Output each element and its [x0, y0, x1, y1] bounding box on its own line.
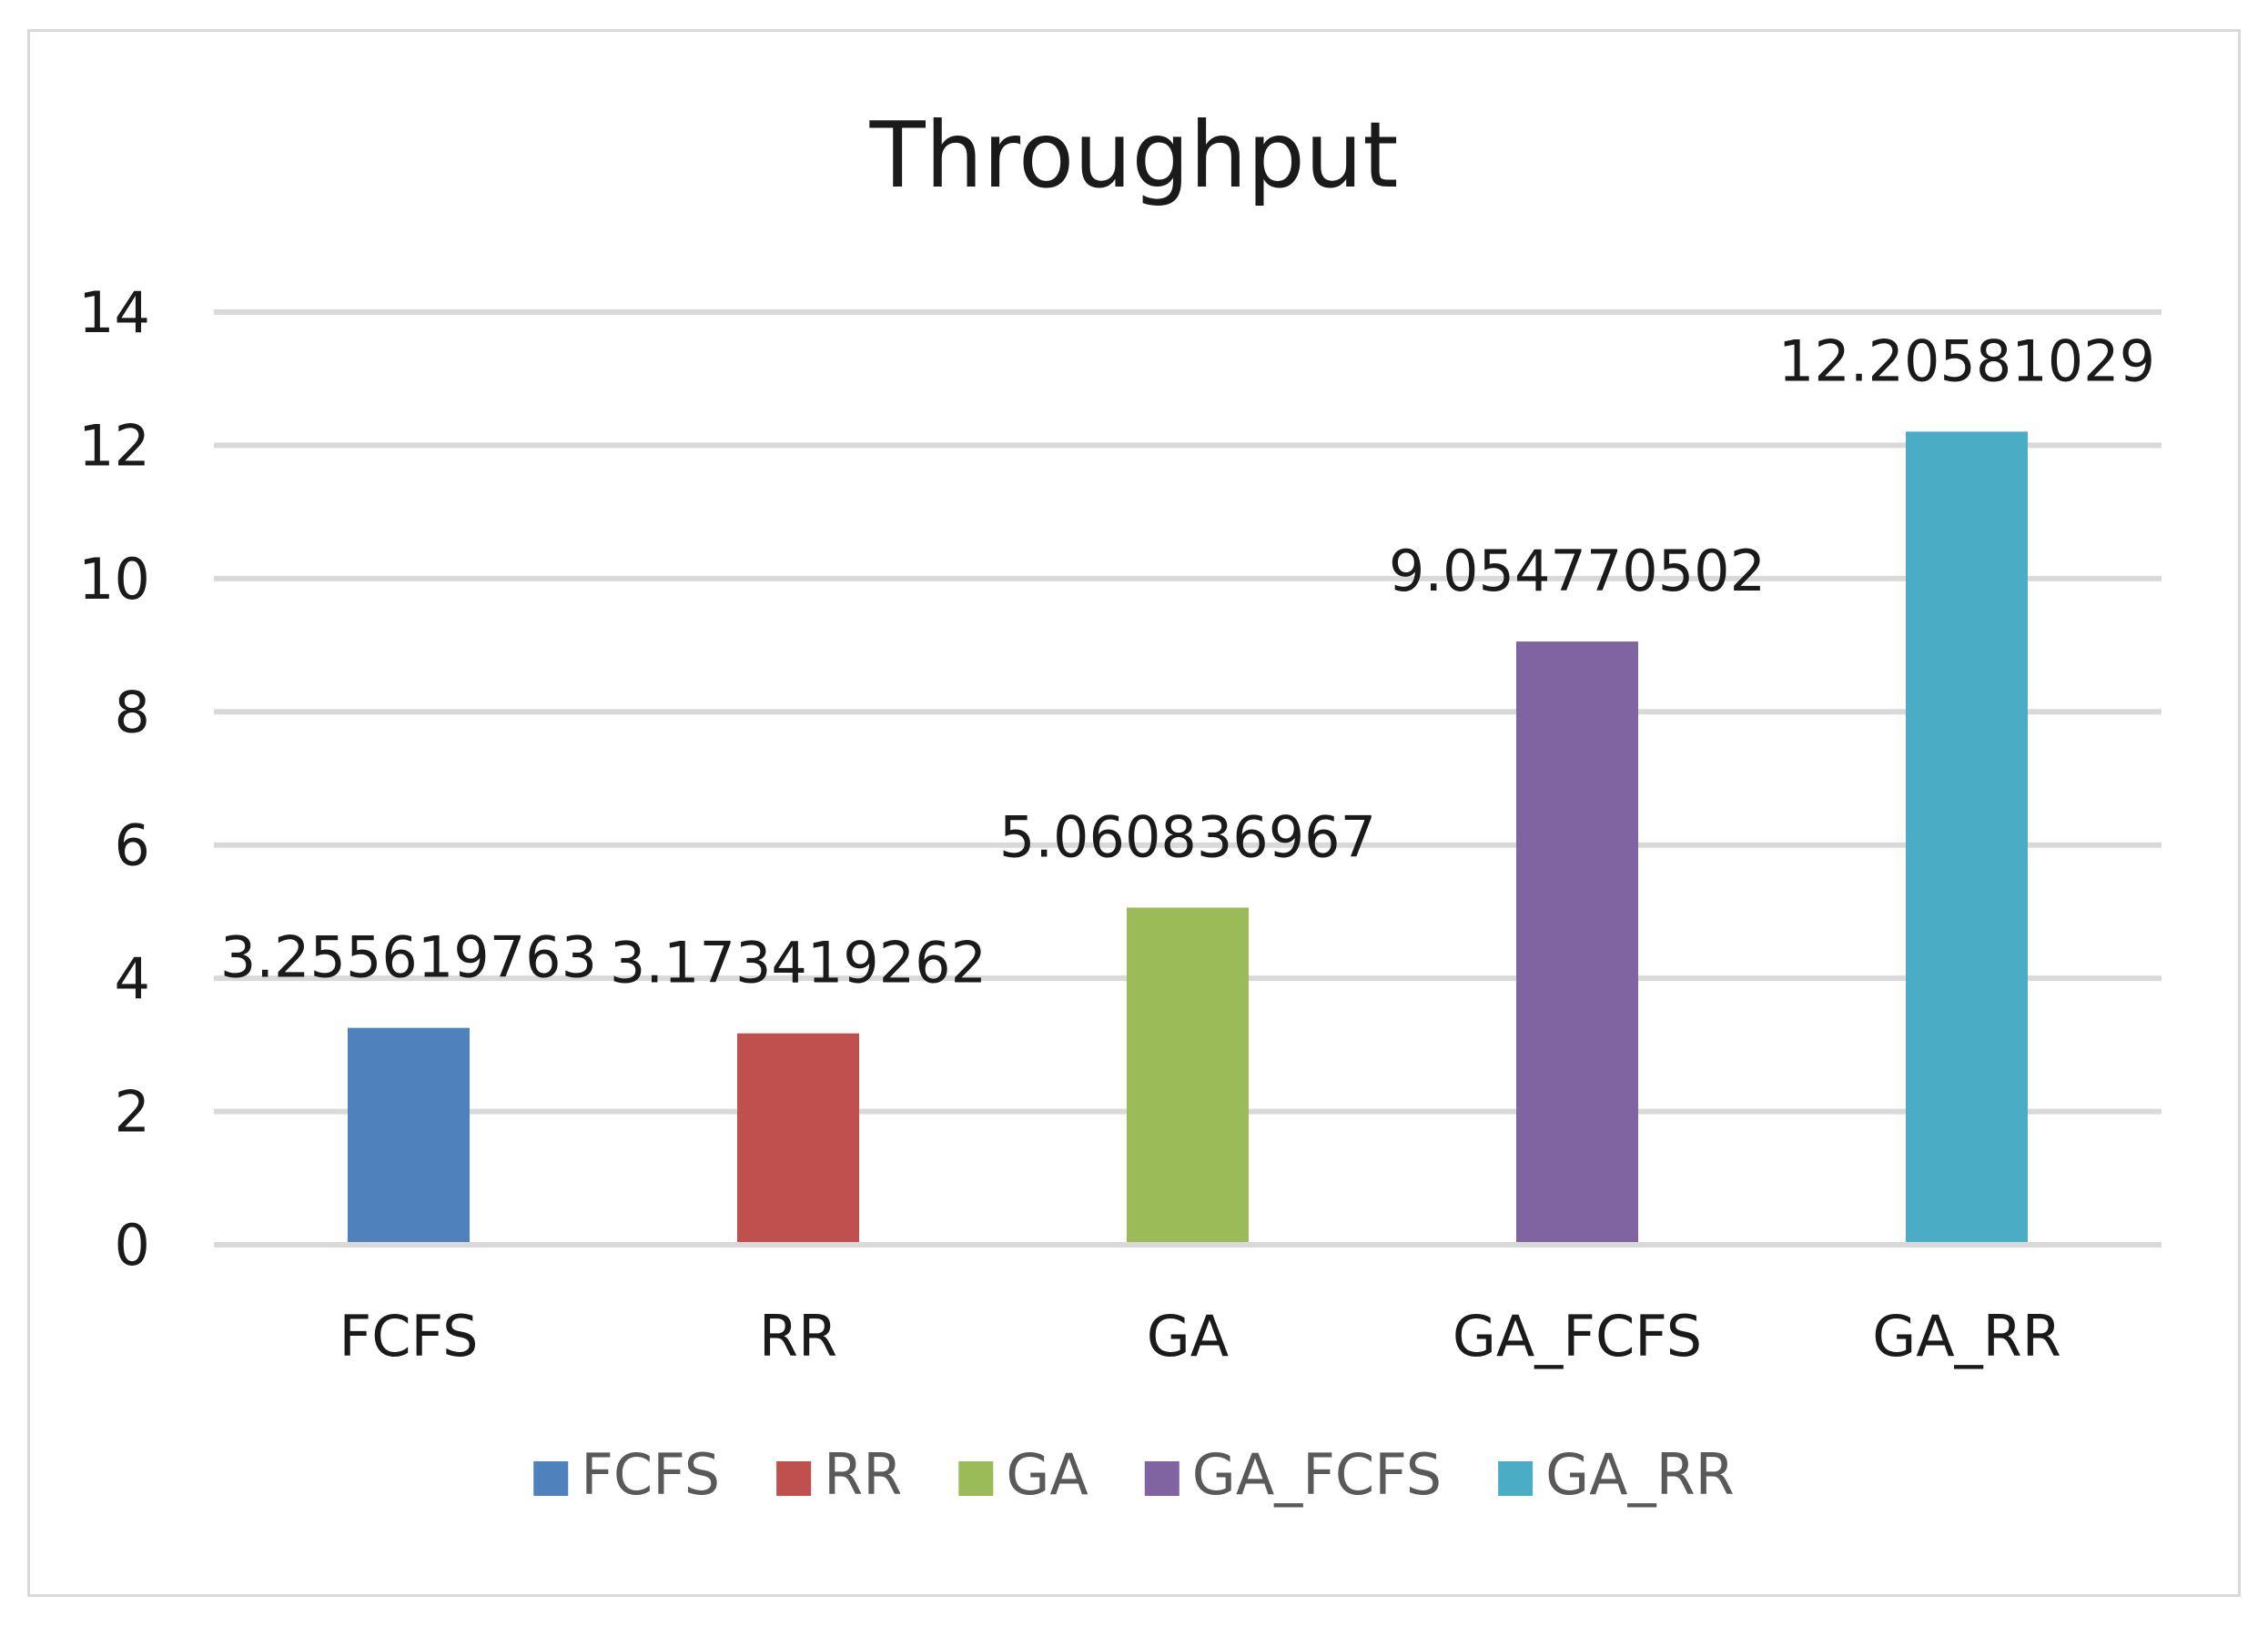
- legend-label: FCFS: [581, 1441, 720, 1508]
- legend-item-ga-fcfs: GA_FCFS: [1144, 1441, 1442, 1508]
- data-label: 9.054770502: [1389, 538, 1766, 604]
- bar-ga-fcfs: [1516, 641, 1638, 1242]
- bar-ga: [1127, 907, 1249, 1242]
- y-tick-label: 10: [78, 546, 150, 612]
- legend-swatch: [533, 1461, 569, 1496]
- legend-label: GA_FCFS: [1192, 1441, 1442, 1508]
- data-label: 5.060836967: [999, 803, 1376, 870]
- data-label: 3.173419262: [610, 930, 987, 996]
- y-tick-label: 14: [78, 279, 150, 346]
- legend-swatch: [776, 1461, 812, 1496]
- legend-swatch: [1498, 1461, 1534, 1496]
- y-tick-label: 4: [115, 945, 150, 1012]
- x-category-label: RR: [759, 1303, 837, 1369]
- legend-swatch: [958, 1461, 994, 1496]
- chart-title: Throughput: [869, 102, 1399, 208]
- chart-frame: [27, 29, 2241, 1597]
- bar-ga-rr: [1906, 431, 2028, 1242]
- y-tick-label: 12: [78, 412, 150, 479]
- bar-fcfs: [348, 1027, 470, 1242]
- legend-label: GA_RR: [1545, 1441, 1735, 1508]
- x-category-label: GA: [1147, 1303, 1229, 1369]
- legend-swatch: [1144, 1461, 1180, 1496]
- y-tick-label: 8: [115, 679, 150, 745]
- legend-item-ga-rr: GA_RR: [1498, 1441, 1735, 1508]
- y-tick-label: 6: [115, 813, 150, 879]
- y-axis-ticks: 0 2 4 6 8 10 12 14: [78, 279, 150, 1278]
- legend-label: RR: [824, 1441, 902, 1508]
- x-axis-categories: FCFS RR GA GA_FCFS GA_RR: [339, 1303, 2061, 1369]
- x-category-label: GA_FCFS: [1453, 1303, 1702, 1369]
- data-label: 12.20581029: [1778, 328, 2155, 394]
- y-tick-label: 2: [115, 1079, 150, 1146]
- legend-item-fcfs: FCFS: [533, 1441, 720, 1508]
- gridlines: [214, 309, 2162, 1247]
- legend-label: GA: [1006, 1441, 1088, 1508]
- legend-item-ga: GA: [958, 1441, 1088, 1508]
- bars: [348, 431, 2028, 1242]
- legend: FCFS RR GA GA_FCFS GA_RR: [533, 1441, 1735, 1508]
- data-label: 3.255619763: [220, 924, 597, 991]
- y-tick-label: 0: [115, 1212, 150, 1278]
- bar-rr: [737, 1033, 859, 1242]
- legend-item-rr: RR: [776, 1441, 902, 1508]
- x-category-label: GA_RR: [1872, 1303, 2061, 1369]
- x-category-label: FCFS: [339, 1303, 479, 1369]
